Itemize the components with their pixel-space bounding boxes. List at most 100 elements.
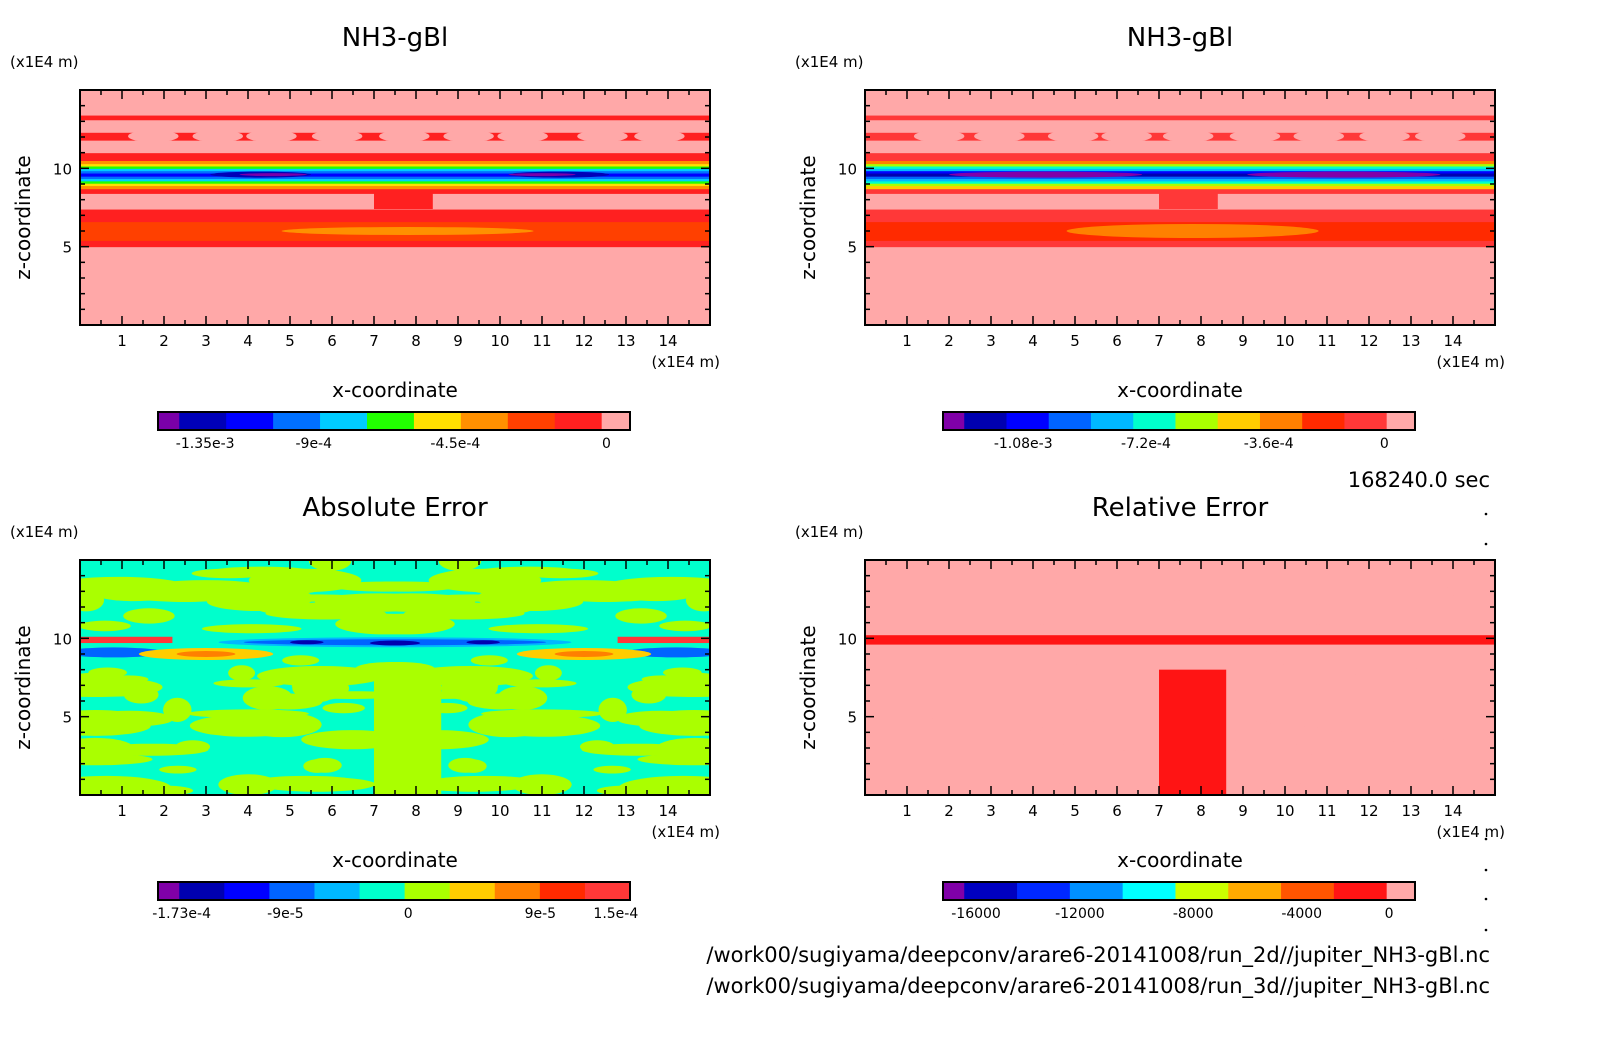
contour-blob (374, 669, 442, 795)
plot-area (80, 560, 710, 795)
contour-blob (1229, 130, 1281, 143)
contour-blob (290, 640, 324, 645)
contour-blob (1293, 130, 1344, 143)
x-tick-label: 6 (1112, 332, 1122, 350)
contour-blob (1387, 560, 1426, 576)
x-tick-label: 1 (117, 802, 127, 820)
y-unit-label: (x1E4 m) (10, 523, 79, 541)
colorbar-tick-label: -1.08e-3 (994, 436, 1053, 452)
contour-blob (246, 130, 297, 143)
colorbar-tick-label: -9e-5 (267, 906, 304, 922)
colorbar-tick-label: -3.6e-4 (1244, 436, 1294, 452)
colorbar-frame (942, 411, 1416, 431)
x-tick-label: 6 (327, 802, 337, 820)
colorbar-swatch (1017, 882, 1071, 900)
contour-blob (355, 613, 455, 635)
contour-band (865, 170, 1495, 174)
contour-blob (201, 624, 302, 634)
contour-blob (1297, 708, 1429, 731)
contour-blob (534, 665, 562, 681)
colorbar-swatch (539, 882, 586, 900)
x-tick-label: 14 (1443, 332, 1462, 350)
x-unit-label: (x1E4 m) (651, 823, 720, 841)
x-tick-label: 10 (1275, 332, 1294, 350)
contour-blob (634, 130, 685, 143)
contour-blob (596, 785, 654, 795)
contour-blob (1413, 772, 1482, 788)
colorbar-tick-label: -1.35e-3 (176, 436, 235, 452)
contour-blob (80, 672, 131, 691)
y-tick-label: 10 (53, 630, 72, 648)
contour-blob (865, 749, 948, 762)
contour-blob (176, 651, 236, 657)
colorbar-swatch (507, 412, 556, 430)
colorbar-swatch (943, 882, 965, 900)
x-axis-label: x-coordinate (332, 378, 458, 402)
margin-dot (1484, 897, 1488, 901)
contour-blob (242, 712, 322, 738)
contour-blob (1076, 685, 1168, 694)
x-tick-label: 4 (1028, 802, 1038, 820)
contour-band (80, 246, 710, 325)
colorbar-swatch (1228, 882, 1282, 900)
contour-band (80, 165, 710, 169)
contour-blob (218, 774, 279, 795)
contour-blob (448, 757, 482, 773)
colorbar-swatch (1006, 412, 1050, 430)
contour-blob (1054, 780, 1144, 792)
contour-blob (281, 227, 534, 235)
x-tick-label: 14 (1443, 802, 1462, 820)
contour-blob (659, 672, 710, 691)
contour-blob (617, 636, 710, 644)
contour-blob (228, 665, 256, 681)
contour-band (865, 176, 1495, 180)
colorbar-swatch (359, 882, 406, 900)
plot-area (80, 90, 710, 325)
contour-band (865, 119, 1495, 133)
margin-dot (1484, 837, 1488, 841)
x-unit-label: (x1E4 m) (1436, 353, 1505, 371)
colorbar-swatch (158, 882, 180, 900)
colorbar-swatch (366, 412, 415, 430)
x-tick-label: 3 (201, 802, 211, 820)
colorbar-frame (157, 411, 631, 431)
contour-band (80, 185, 710, 190)
contour-blob (929, 666, 1005, 682)
colorbar-frame (157, 881, 631, 901)
contour-blob (937, 572, 968, 583)
x-tick-label: 12 (1359, 802, 1378, 820)
contour-blob (998, 760, 1089, 768)
contour-blob (1443, 585, 1483, 596)
contour-blob (192, 130, 243, 143)
contour-band (865, 209, 1495, 223)
contour-blob (445, 673, 499, 697)
contour-band (865, 168, 1495, 172)
contour-band (80, 178, 710, 182)
x-tick-label: 9 (453, 332, 463, 350)
margin-dot (1484, 868, 1488, 872)
contour-blob (291, 673, 345, 697)
contour-band (865, 188, 1495, 194)
x-tick-label: 5 (1070, 802, 1080, 820)
contour-blob (1271, 760, 1362, 768)
x-tick-label: 12 (574, 802, 593, 820)
colorbar-tick-label: -8000 (1173, 906, 1214, 922)
contour-band (80, 173, 710, 177)
contour-blob (577, 130, 628, 143)
contour-blob (1264, 605, 1334, 626)
x-tick-label: 2 (944, 332, 954, 350)
contour-blob (1328, 674, 1367, 683)
colorbar-swatch (1069, 882, 1124, 900)
colorbar-swatch (584, 882, 631, 900)
contour-blob (466, 640, 501, 645)
contour-blob (350, 581, 458, 592)
colorbar-tick-label: 0 (1380, 436, 1389, 452)
contour-blob (308, 757, 342, 773)
panel-title: NH3-gBl (342, 23, 449, 53)
y-axis-label: z-coordinate (11, 625, 35, 749)
x-tick-label: 11 (1317, 802, 1336, 820)
colorbar-swatch (179, 412, 227, 430)
colorbar-swatch (1217, 412, 1261, 430)
